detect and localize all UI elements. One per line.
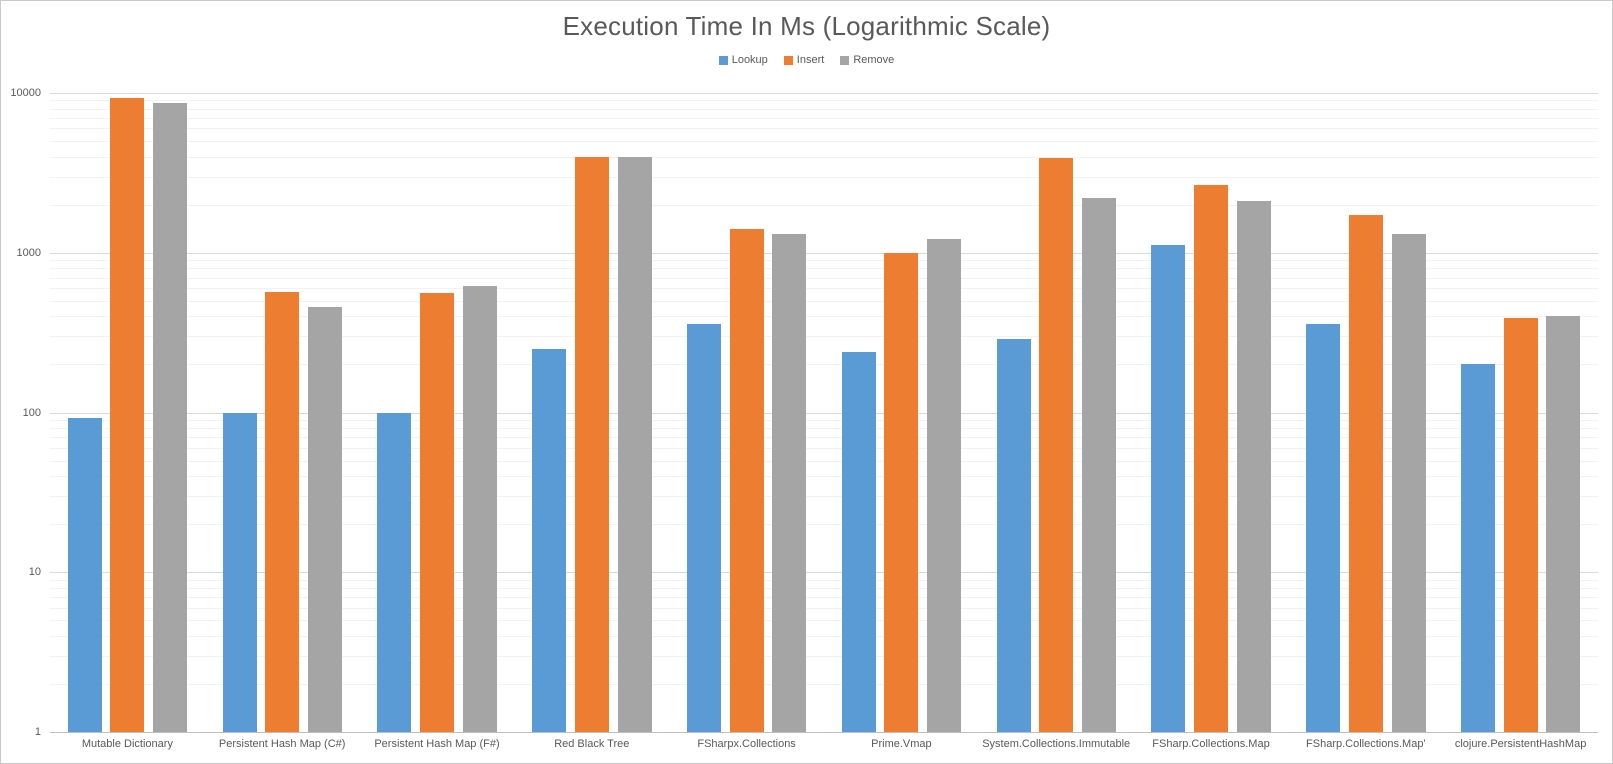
bar-remove [1236, 201, 1271, 732]
bar-remove [462, 285, 497, 732]
minor-gridline [50, 300, 1598, 302]
minor-gridline [50, 108, 1598, 110]
minor-gridline [50, 268, 1598, 270]
minor-gridline [50, 476, 1598, 478]
minor-gridline [50, 176, 1598, 178]
minor-gridline [50, 524, 1598, 526]
minor-gridline [50, 260, 1598, 262]
minor-gridline [50, 156, 1598, 158]
major-gridline [50, 252, 1598, 254]
legend-item-insert: Insert [783, 54, 825, 66]
minor-gridline [50, 141, 1598, 143]
bar-remove [1391, 233, 1426, 732]
insert-swatch-icon [783, 55, 793, 65]
legend-label-remove: Remove [853, 54, 895, 66]
minor-gridline [50, 336, 1598, 338]
bar-lookup [686, 323, 721, 732]
bar-lookup [996, 338, 1031, 732]
bar-remove [1081, 198, 1116, 732]
bar-remove [307, 306, 342, 732]
bar-remove [153, 102, 188, 732]
legend-label-insert: Insert [796, 54, 825, 66]
x-axis-category-label: clojure.PersistentHashMap [1454, 738, 1587, 750]
minor-gridline [50, 597, 1598, 598]
x-axis-category-label: FSharpx.Collections [697, 738, 796, 750]
bar-insert [1348, 214, 1383, 732]
chart-legend: Lookup Insert Remove [1, 54, 1612, 66]
bar-lookup [222, 412, 257, 732]
minor-gridline [50, 579, 1598, 581]
bar-insert [884, 252, 919, 733]
bar-lookup [1151, 244, 1186, 732]
chart-title: Execution Time In Ms (Logarithmic Scale) [562, 11, 1051, 41]
minor-gridline [50, 620, 1598, 622]
x-axis-category-label: FSharp.Collections.Map' [1306, 738, 1426, 750]
bar-insert [1503, 318, 1538, 732]
minor-gridline [50, 419, 1598, 421]
minor-gridline [50, 316, 1598, 318]
bar-lookup [1460, 364, 1495, 732]
bar-lookup [532, 348, 567, 732]
bar-insert [110, 98, 145, 732]
minor-gridline [50, 364, 1598, 366]
x-axis-line [50, 732, 1598, 733]
bar-remove [617, 156, 652, 732]
minor-gridline [50, 204, 1598, 206]
minor-gridline [50, 655, 1598, 657]
minor-gridline [50, 100, 1598, 102]
bar-insert [420, 293, 454, 732]
bar-lookup [377, 412, 412, 732]
lookup-swatch-icon [718, 55, 728, 65]
bar-lookup [1306, 323, 1341, 732]
bar-insert [265, 291, 300, 732]
x-axis-category-label: Persistent Hash Map (F#) [374, 738, 500, 750]
y-axis-tick-label: 10000 [10, 87, 41, 99]
minor-gridline [50, 635, 1598, 637]
minor-gridline [50, 277, 1598, 279]
minor-gridline [50, 460, 1598, 462]
legend-item-lookup: Lookup [718, 54, 768, 66]
x-axis-category-label: Persistent Hash Map (C#) [218, 738, 346, 750]
minor-gridline [50, 428, 1598, 429]
bar-remove [772, 234, 807, 732]
minor-gridline [50, 117, 1598, 119]
y-axis-tick-label: 10 [28, 566, 41, 579]
major-gridline [50, 572, 1598, 574]
bar-remove [1546, 316, 1581, 732]
bar-lookup [67, 418, 102, 732]
bar-insert [729, 229, 764, 732]
minor-gridline [50, 587, 1598, 589]
bar-insert [1039, 158, 1074, 732]
major-gridline [50, 93, 1598, 94]
minor-gridline [50, 447, 1598, 449]
y-axis-tick-label: 100 [22, 406, 41, 419]
bar-lookup [841, 351, 876, 732]
remove-swatch-icon [840, 55, 850, 65]
y-axis-tick-label: 1000 [16, 246, 41, 259]
major-gridline [50, 412, 1598, 414]
minor-gridline [50, 288, 1598, 290]
x-axis-category-label: Mutable Dictionary [81, 738, 173, 750]
minor-gridline [50, 496, 1598, 497]
x-axis-category-label: System.Collections.Immutable [982, 738, 1131, 750]
minor-gridline [50, 607, 1598, 609]
bar-insert [574, 156, 609, 732]
x-axis-category-label: Prime.Vmap [871, 738, 932, 750]
minor-gridline [50, 683, 1598, 685]
x-axis-category-label: FSharp.Collections.Map [1152, 738, 1270, 750]
legend-label-lookup: Lookup [731, 54, 768, 66]
bar-remove [927, 239, 962, 732]
minor-gridline [50, 128, 1598, 130]
minor-gridline [50, 437, 1598, 439]
x-axis-category-label: Red Black Tree [554, 738, 630, 750]
y-axis-tick-label: 1 [34, 726, 41, 738]
bar-insert [1194, 185, 1228, 732]
legend-item-remove: Remove [840, 54, 894, 66]
